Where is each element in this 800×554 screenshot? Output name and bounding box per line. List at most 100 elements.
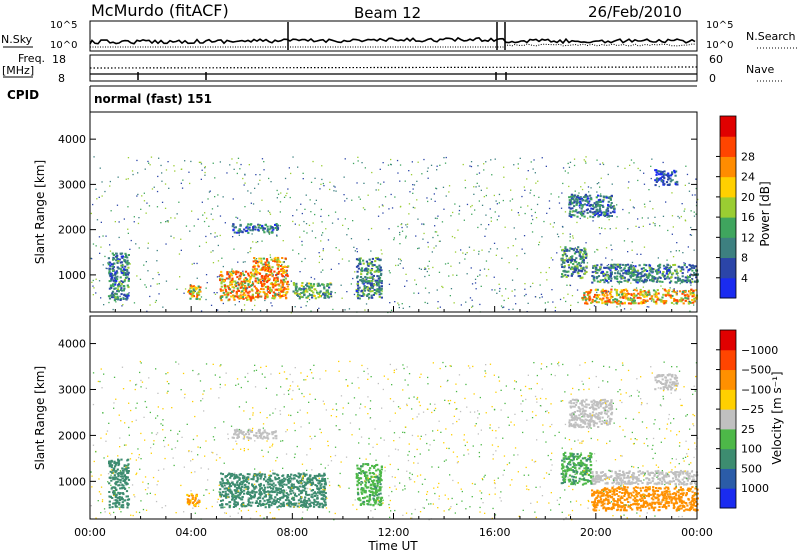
power-speck (613, 206, 615, 208)
power-speck (496, 203, 498, 205)
power-speck (266, 290, 268, 292)
power-speck (496, 219, 498, 221)
power-speck (155, 299, 157, 302)
velocity-pixel (114, 494, 117, 497)
velocity-pixel (283, 483, 286, 486)
velocity-pixel (258, 489, 261, 492)
power-speck (242, 261, 244, 263)
power-pixel (108, 267, 111, 270)
power-speck (483, 268, 486, 270)
velocity-pixel (576, 453, 579, 456)
power-pixel (693, 271, 696, 274)
power-pixel (323, 287, 326, 290)
power-speck (360, 278, 363, 280)
velocity-pixel (585, 469, 588, 472)
power-pixel (277, 256, 280, 259)
power-speck (98, 236, 101, 238)
power-speck (599, 186, 601, 188)
power-pixel (598, 200, 601, 203)
power-speck (567, 293, 569, 295)
power-speck (592, 220, 594, 222)
power-speck (96, 198, 98, 200)
power-speck (257, 183, 260, 185)
velocity-pixel (570, 483, 573, 486)
power-speck (304, 257, 306, 260)
velocity-pixel (233, 432, 237, 435)
velocity-pixel (256, 497, 259, 500)
power-speck (357, 156, 359, 158)
power-pixel (191, 286, 194, 289)
velocity-pixel (585, 464, 588, 467)
power-pixel (579, 200, 582, 203)
power-speck (628, 181, 630, 183)
power-pixel (620, 289, 623, 292)
power-pixel (599, 297, 602, 300)
velocity-pixel (564, 474, 567, 477)
power-speck (571, 211, 574, 213)
velocity-pixel (276, 491, 279, 494)
power-pixel (571, 195, 575, 198)
power-pixel (599, 198, 602, 201)
velocity-pixel (119, 475, 123, 478)
velocity-pixel (242, 437, 245, 440)
power-pixel (651, 270, 654, 273)
power-speck (438, 271, 441, 273)
power-pixel (657, 270, 660, 273)
power-speck (244, 182, 246, 184)
power-speck (460, 249, 462, 251)
power-pixel (606, 297, 609, 300)
velocity-pixel (577, 456, 580, 459)
power-pixel (250, 272, 253, 275)
power-pixel (629, 275, 632, 278)
power-speck (308, 294, 310, 296)
power-speck (96, 219, 99, 221)
velocity-pixel (241, 481, 244, 484)
velocity-pixel (235, 476, 239, 479)
velocity-pixel (359, 499, 362, 502)
power-speck (90, 212, 92, 215)
power-speck (302, 178, 304, 180)
power-pixel (120, 255, 123, 258)
power-pixel (309, 294, 312, 296)
velocity-pixel (248, 491, 251, 494)
power-pixel (675, 170, 678, 173)
velocity-pixel (299, 474, 302, 477)
power-pixel (378, 285, 381, 288)
velocity-pixel (260, 487, 263, 490)
power-pixel (595, 277, 598, 280)
power-pixel (264, 223, 267, 226)
power-pixel (669, 266, 673, 269)
power-speck (430, 164, 433, 166)
power-speck (690, 284, 692, 286)
power-pixel (566, 261, 569, 263)
power-pixel (254, 269, 258, 272)
power-pixel (280, 290, 283, 293)
velocity-pixel (304, 500, 307, 502)
velocity-pixel (371, 494, 374, 496)
power-pixel (284, 294, 287, 297)
velocity-pixel (363, 473, 367, 476)
power-speck (397, 264, 399, 266)
power-speck (109, 250, 112, 252)
power-speck (475, 288, 477, 290)
power-pixel (645, 264, 648, 267)
frequency-panel: Freq. [MHz] 18 8 60 0 Nave (2, 52, 782, 85)
power-speck (278, 293, 280, 296)
power-speck (428, 274, 430, 276)
power-speck (523, 295, 526, 297)
velocity-pixel (298, 485, 301, 488)
power-speck (691, 194, 694, 196)
power-pixel (691, 295, 694, 298)
power-pixel (568, 257, 571, 260)
power-pixel (243, 292, 246, 295)
power-speck (301, 212, 303, 215)
power-pixel (270, 282, 273, 285)
velocity-pixel (324, 501, 327, 504)
velocity-pixel (307, 480, 310, 483)
velocity-pixel (270, 497, 273, 500)
velocity-pixel (243, 475, 246, 478)
velocity-pixel (268, 478, 271, 481)
power-pixel (189, 292, 192, 295)
power-speck (520, 206, 522, 208)
power-pixel (665, 300, 668, 302)
